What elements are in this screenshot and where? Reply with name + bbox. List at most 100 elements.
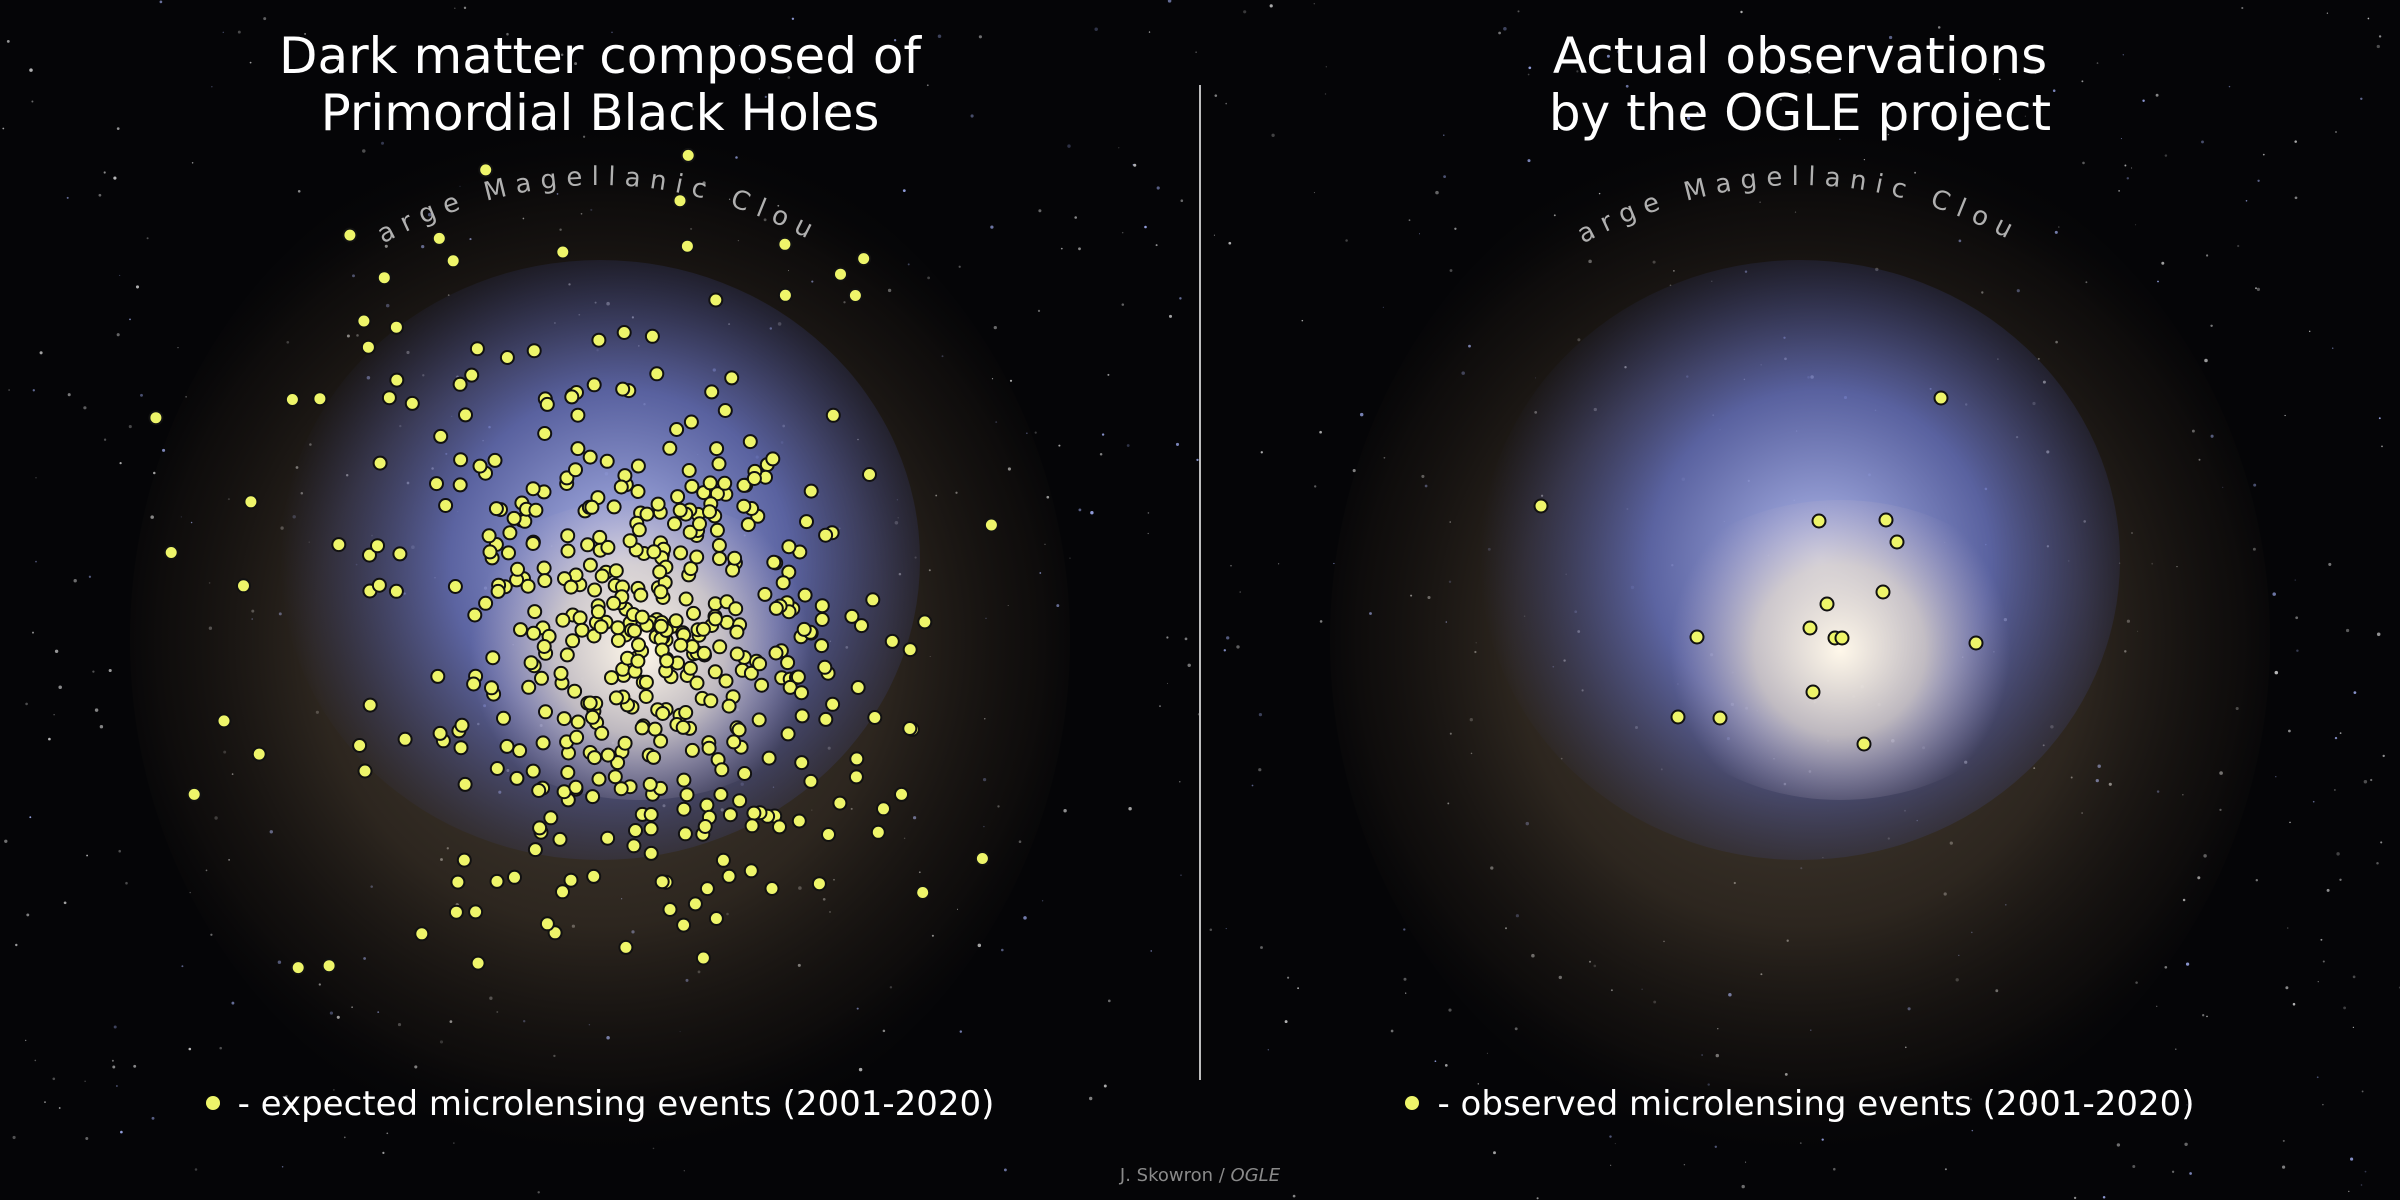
star (210, 933, 213, 936)
event-marker (469, 341, 485, 357)
event-marker (535, 735, 551, 751)
star (35, 560, 37, 563)
star (2334, 736, 2338, 740)
star (1741, 1184, 1745, 1189)
event-marker (594, 568, 610, 584)
star (2345, 628, 2350, 633)
star (2376, 861, 2379, 865)
event-marker (617, 735, 633, 751)
star (2253, 483, 2257, 487)
event-marker (631, 637, 646, 653)
event-marker (512, 743, 528, 759)
event-marker (676, 801, 692, 817)
event-marker (488, 501, 504, 517)
event-marker (613, 781, 629, 797)
event-marker (615, 381, 631, 397)
star (31, 100, 34, 103)
event-marker (1802, 620, 1818, 636)
star (1094, 27, 1098, 31)
star (83, 406, 87, 410)
event-marker (600, 747, 616, 763)
event-marker (775, 575, 791, 591)
star (2164, 154, 2168, 157)
star (113, 1025, 117, 1029)
event-marker (216, 713, 232, 729)
star (2031, 1102, 2035, 1105)
event-marker (650, 496, 666, 512)
event-marker (148, 410, 164, 426)
star (1147, 532, 1149, 535)
event-marker (445, 253, 461, 269)
event-marker (726, 734, 742, 750)
star (52, 1077, 56, 1081)
event-marker (862, 467, 877, 482)
event-marker (736, 498, 752, 514)
star (1187, 663, 1191, 668)
star (8, 389, 10, 391)
star (85, 1137, 89, 1140)
star (2343, 1006, 2346, 1010)
star (2255, 878, 2259, 882)
event-marker (764, 881, 780, 896)
event-marker (772, 819, 787, 835)
event-marker (709, 522, 725, 538)
star (2274, 670, 2279, 675)
event-marker (1670, 709, 1686, 725)
event-marker (630, 484, 646, 499)
event-marker (711, 537, 727, 553)
event-marker (590, 604, 606, 620)
event-marker (528, 502, 544, 518)
event-marker (526, 625, 542, 641)
star (191, 162, 194, 164)
star (219, 1046, 222, 1050)
star (2175, 1048, 2177, 1050)
event-marker (626, 838, 642, 854)
event-marker (699, 797, 715, 813)
event-marker (1811, 513, 1827, 529)
event-marker (697, 819, 713, 834)
event-marker (854, 618, 869, 634)
event-marker (821, 827, 836, 842)
event-marker (781, 539, 797, 555)
event-marker (457, 776, 473, 792)
star (1418, 233, 1421, 235)
star (1444, 1064, 1448, 1067)
star (44, 1101, 46, 1103)
event-marker (649, 366, 665, 382)
star (146, 237, 149, 240)
star (2360, 97, 2363, 101)
star (2189, 1172, 2192, 1175)
event-marker (432, 725, 448, 741)
event-marker (799, 514, 814, 530)
event-marker (163, 545, 179, 560)
star (2122, 54, 2124, 56)
event-marker (553, 665, 569, 681)
star (764, 95, 767, 99)
event-marker (642, 776, 658, 792)
star (1888, 35, 1893, 40)
event-marker (732, 793, 748, 809)
star (902, 189, 906, 193)
event-marker (768, 645, 784, 661)
event-marker (725, 562, 741, 578)
event-marker (679, 238, 695, 254)
star (2288, 729, 2291, 733)
event-marker (672, 502, 688, 518)
star (1937, 26, 1941, 29)
star (1260, 946, 1263, 949)
star (1297, 987, 1300, 990)
event-marker (570, 714, 586, 730)
event-marker (884, 633, 900, 649)
event-marker (608, 563, 624, 579)
star (35, 477, 37, 479)
star (1382, 306, 1384, 308)
event-marker (768, 600, 784, 616)
star (249, 61, 252, 64)
event-marker (675, 719, 691, 735)
event-marker (681, 463, 697, 478)
event-marker (456, 852, 472, 868)
star (1617, 49, 1621, 54)
star (2353, 691, 2357, 694)
star (2126, 177, 2130, 180)
star (2082, 161, 2085, 165)
